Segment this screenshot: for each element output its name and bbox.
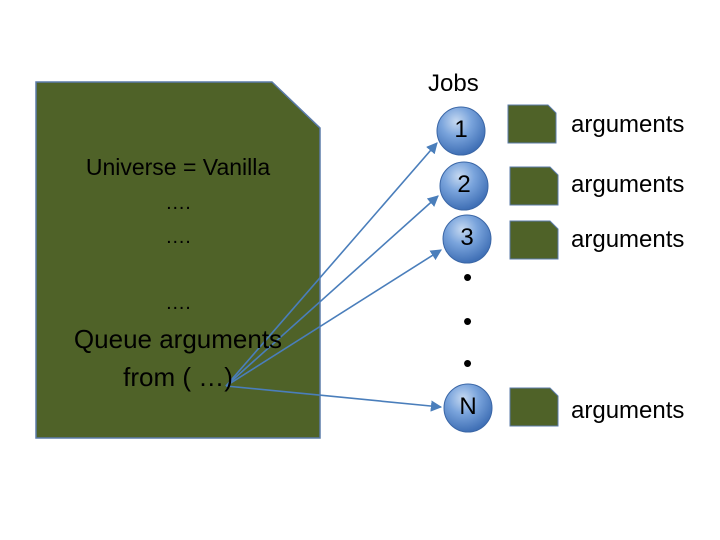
job-label-2: 2 xyxy=(457,171,471,198)
doc-line-queue: Queue arguments xyxy=(73,324,283,354)
arguments-doc-icon-2 xyxy=(509,166,559,206)
job-label-3: 3 xyxy=(460,224,474,251)
job-circle-n xyxy=(443,383,493,433)
arrow-to-job-1 xyxy=(225,142,438,387)
arguments-label-2: arguments xyxy=(571,171,685,198)
doc-line-ellipsis-1: …. xyxy=(165,192,191,214)
arguments-doc-icon-n xyxy=(509,387,559,427)
job-circle-1 xyxy=(436,106,486,156)
arguments-doc-icon-3 xyxy=(509,220,559,260)
arrow-to-job-n xyxy=(225,385,443,412)
arguments-label-1: arguments xyxy=(571,111,685,138)
doc-line-from: from ( …) xyxy=(123,362,233,392)
ellipsis-dot-2: • xyxy=(463,306,473,336)
arguments-label-3: arguments xyxy=(571,226,685,253)
job-label-n: N xyxy=(459,393,477,420)
job-circle-2 xyxy=(439,161,489,211)
job-label-1: 1 xyxy=(454,116,468,143)
doc-line-ellipsis-2: …. xyxy=(165,226,191,248)
arguments-label-n: arguments xyxy=(571,397,685,424)
arrow-to-job-3 xyxy=(225,249,442,387)
job-circle-3 xyxy=(442,214,492,264)
doc-line-universe: Universe = Vanilla xyxy=(85,154,271,180)
submit-file-shape xyxy=(35,81,321,439)
jobs-title: Jobs xyxy=(428,70,479,97)
ellipsis-dot-1: • xyxy=(463,262,473,292)
doc-line-ellipsis-3: …. xyxy=(165,292,191,314)
ellipsis-dot-3: • xyxy=(463,348,473,378)
arrow-to-job-2 xyxy=(225,195,439,387)
arguments-doc-icon-1 xyxy=(507,104,557,144)
